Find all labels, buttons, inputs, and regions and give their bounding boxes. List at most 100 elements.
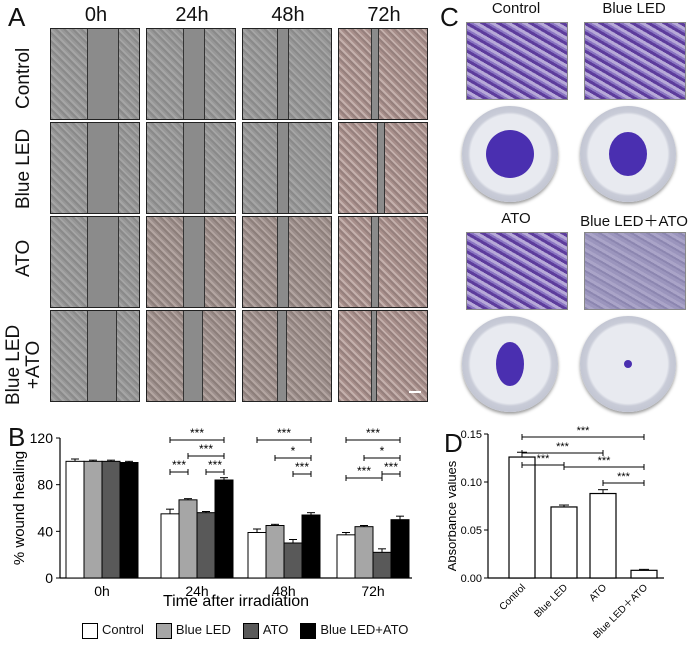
micrograph-blue-led-ato-0h xyxy=(50,310,140,402)
micrograph-blue-led-48h xyxy=(242,122,332,214)
micrograph-blue-led-72h xyxy=(338,122,428,214)
y-tick-label: 0.10 xyxy=(461,477,482,489)
bar-blue-led-48h xyxy=(265,525,285,579)
legend-swatch-blue-led-ato xyxy=(300,622,317,639)
wound-gap xyxy=(377,123,385,213)
bar-blue-led-ato-72h xyxy=(390,519,410,579)
significance-label: * xyxy=(380,444,385,458)
micrograph-ato-24h xyxy=(146,216,236,308)
bar-control xyxy=(508,456,536,579)
micrograph-blue-led-ato-48h xyxy=(242,310,332,402)
legend-swatch-control xyxy=(82,622,98,639)
bar-ato-24h xyxy=(196,512,216,579)
transwell-micrograph-ato xyxy=(466,232,568,310)
transwell-micrograph-blue-led-ato xyxy=(584,232,686,310)
x-axis-title: Time after irradiation xyxy=(163,593,309,610)
wound-gap xyxy=(87,123,119,213)
wound-gap xyxy=(183,217,205,307)
micrograph-blue-led-ato-72h xyxy=(338,310,428,402)
significance-label: * xyxy=(291,444,296,458)
wound-healing-bar-chart: 0 40 80 120% wound healing Time after irradi… xyxy=(11,428,412,610)
bar-control-24h xyxy=(160,513,180,579)
row-label-ato: ATO xyxy=(13,239,34,277)
absorbance-bar-chart: 0.00 0.05 0.10 0.15 Absorbance values Control… xyxy=(448,425,664,641)
x-tick-label-24h: 24h xyxy=(185,583,208,599)
micrograph-ato-48h xyxy=(242,216,332,308)
legend-item-blue-led-ato: Blue LED+ATO xyxy=(300,622,408,639)
crystal-violet-stain xyxy=(624,360,632,368)
micrograph-control-24h xyxy=(146,28,236,120)
wound-gap xyxy=(371,217,379,307)
y-tick-label: 120 xyxy=(30,430,54,446)
y-tick-label: 0 xyxy=(45,570,53,586)
wound-gap xyxy=(183,311,203,401)
wound-gap xyxy=(371,311,377,401)
transwell-micrograph-blue-led xyxy=(584,22,686,100)
bar-blue-led-ato-0h xyxy=(119,462,139,579)
significance-label: *** xyxy=(384,460,398,474)
time-header-24h: 24h xyxy=(175,4,209,26)
x-tick-label-72h: 72h xyxy=(361,583,384,599)
time-header-72h: 72h xyxy=(367,4,401,26)
bar-ato-0h xyxy=(101,460,121,579)
wound-gap xyxy=(183,123,205,213)
wound-gap xyxy=(87,29,119,119)
significance-label: *** xyxy=(357,464,371,478)
crystal-violet-stain xyxy=(496,342,524,386)
wound-gap xyxy=(277,311,287,401)
crystal-violet-stain xyxy=(609,132,647,176)
x-tick-label-blue-led: Blue LED xyxy=(532,582,570,620)
legend-item-blue-led: Blue LED xyxy=(155,622,231,639)
culture-dish-blue-led-ato xyxy=(580,316,676,412)
significance-label: *** xyxy=(366,428,380,440)
legend-swatch-ato xyxy=(242,622,259,639)
micrograph-control-0h xyxy=(50,28,140,120)
bar-blue-led xyxy=(550,506,578,579)
wound-gap xyxy=(87,217,119,307)
culture-dish-ato xyxy=(462,316,558,412)
transwell-micrograph-control xyxy=(466,22,568,100)
panel-label-a: A xyxy=(8,2,26,32)
x-tick-label-control: Control xyxy=(498,582,529,613)
bar-blue-led-ato-24h xyxy=(214,479,234,579)
significance-label: *** xyxy=(277,428,291,440)
significance-label: *** xyxy=(199,442,213,456)
micrograph-ato-0h xyxy=(50,216,140,308)
panel-label-b: B xyxy=(8,422,26,452)
bar-control-72h xyxy=(336,534,356,579)
micrograph-blue-led-0h xyxy=(50,122,140,214)
micrograph-control-48h xyxy=(242,28,332,120)
row-label-control: Control xyxy=(13,48,34,110)
wound-gap xyxy=(371,29,379,119)
significance-label: *** xyxy=(208,458,222,472)
micrograph-blue-led-24h xyxy=(146,122,236,214)
y-axis-title: Absorbance values xyxy=(448,460,459,571)
legend-swatch-blue-led xyxy=(155,622,172,639)
wound-gap xyxy=(277,29,289,119)
legend-item-control: Control xyxy=(82,622,144,639)
wound-gap xyxy=(183,29,205,119)
significance-label: *** xyxy=(556,441,570,453)
scale-bar xyxy=(409,391,421,393)
significance-label: *** xyxy=(598,455,612,467)
micrograph-blue-led-ato-24h xyxy=(146,310,236,402)
micrograph-control-72h xyxy=(338,28,428,120)
culture-dish-control xyxy=(462,106,558,202)
significance-label: *** xyxy=(577,425,591,437)
significance-label: *** xyxy=(617,471,631,483)
bar-blue-led-24h xyxy=(178,499,198,579)
transwell-label-ato: ATO xyxy=(501,210,531,227)
bar-ato xyxy=(589,492,617,579)
y-axis-title: % wound healing xyxy=(11,451,28,565)
bar-ato-48h xyxy=(283,542,303,579)
time-header-48h: 48h xyxy=(271,4,305,26)
micrograph-ato-72h xyxy=(338,216,428,308)
y-tick-label: 0.15 xyxy=(461,429,482,441)
y-tick-label: 80 xyxy=(37,477,53,493)
transwell-label-blue-led: Blue LED xyxy=(602,0,666,17)
wound-gap xyxy=(277,217,289,307)
culture-dish-blue-led xyxy=(580,106,676,202)
bar-control-0h xyxy=(65,460,85,579)
row-label-blue-led-ato: Blue LED +ATO xyxy=(3,324,44,405)
bar-control-48h xyxy=(247,532,267,579)
